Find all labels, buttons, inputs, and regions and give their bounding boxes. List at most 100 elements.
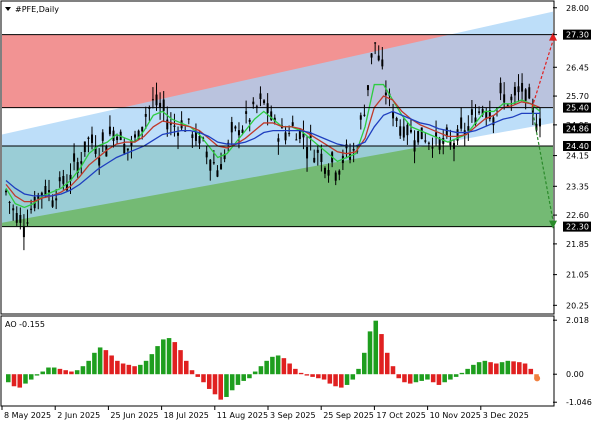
- x-tick-label: 3 Dec 2025: [483, 411, 529, 420]
- candle-body: [370, 53, 373, 58]
- ao-bar: [74, 370, 80, 375]
- candle-body: [499, 82, 502, 94]
- x-tick-label: 10 Nov 2025: [430, 411, 481, 420]
- candle-body: [108, 126, 111, 135]
- ao-bar: [373, 320, 379, 375]
- candle-body: [37, 194, 40, 199]
- candle-body: [169, 122, 172, 125]
- candle-body: [427, 142, 430, 144]
- candle-body: [159, 102, 162, 108]
- ma-line-2: [5, 110, 540, 197]
- candle-body: [277, 138, 280, 142]
- candle-body: [126, 148, 129, 151]
- candle-body: [528, 87, 531, 99]
- candle-body: [69, 174, 72, 181]
- candle-body: [237, 130, 240, 136]
- ao-bar: [453, 374, 459, 377]
- candle-body: [270, 111, 273, 120]
- candle-body: [521, 82, 524, 92]
- level-label-box: [563, 221, 591, 232]
- candle-body: [359, 115, 362, 120]
- dropdown-triangle-icon[interactable]: [5, 7, 11, 11]
- candle-body: [194, 131, 197, 141]
- candle-body: [539, 118, 541, 127]
- candle-body: [349, 154, 352, 160]
- candle-body: [399, 126, 402, 136]
- ao-bar: [161, 339, 166, 375]
- ao-bar: [264, 360, 269, 375]
- ao-bar: [396, 374, 401, 379]
- ao-bar: [448, 374, 453, 380]
- ao-bar: [166, 338, 172, 375]
- candle-body: [449, 140, 452, 146]
- x-tick-label: 25 Jun 2025: [110, 411, 158, 420]
- ao-bar: [522, 363, 528, 375]
- candle-body: [366, 85, 369, 91]
- candle-body: [241, 129, 244, 134]
- x-tick-label: 18 Jul 2025: [164, 411, 209, 420]
- candle-body: [481, 109, 484, 115]
- ao-tick-label: 0.00: [566, 370, 584, 379]
- x-tick-label: 17 Oct 2025: [376, 411, 425, 420]
- candle-body: [302, 133, 305, 138]
- ao-bar: [281, 358, 287, 375]
- ao-bar: [287, 363, 292, 375]
- candle-body: [58, 177, 61, 182]
- ao-bar: [241, 374, 246, 381]
- main-panel-frame: [0, 0, 555, 315]
- ma-line-0: [5, 83, 541, 209]
- candle-body: [252, 101, 255, 105]
- ao-bar: [155, 346, 160, 375]
- ao-bar: [419, 374, 424, 381]
- candle-body: [205, 151, 208, 158]
- ao-bar: [270, 356, 275, 375]
- candle-body: [510, 96, 513, 101]
- ao-bar: [413, 374, 419, 383]
- candle-body: [374, 42, 377, 44]
- candle-body: [227, 142, 230, 144]
- ao-bar: [184, 360, 189, 375]
- candle-body: [5, 190, 7, 193]
- ao-bar: [51, 367, 57, 375]
- ao-bar: [379, 334, 384, 375]
- projection-arrows: [531, 32, 557, 229]
- ao-bar: [258, 366, 264, 375]
- level-label-box: [563, 140, 591, 151]
- x-axis-ticks: 8 May 2025 2 Jun 2025 25 Jun 2025 18 Jul 20…: [1, 406, 529, 420]
- y-tick-label: 23.35: [566, 182, 589, 191]
- ao-bar: [212, 374, 218, 395]
- level-label-1: 25.40: [566, 104, 589, 113]
- ao-bar: [126, 364, 132, 375]
- candle-body: [420, 127, 423, 140]
- candle-body: [313, 157, 316, 163]
- candle-body: [513, 86, 516, 96]
- ao-histogram: [6, 320, 541, 400]
- ao-bar: [339, 374, 344, 388]
- candle-body: [173, 125, 176, 127]
- ao-bar: [201, 374, 206, 383]
- candle-body: [295, 139, 298, 141]
- candle-body: [212, 162, 215, 164]
- ao-bar: [109, 355, 114, 375]
- x-tick-label: 8 May 2025: [4, 411, 51, 420]
- y-tick-label: 28.00: [566, 4, 589, 13]
- ao-bar: [86, 360, 91, 375]
- x-tick-label: 2 Jun 2025: [57, 411, 100, 420]
- candle-body: [220, 164, 223, 170]
- ao-bar: [195, 374, 201, 377]
- ao-tick-label: -1.046: [566, 398, 592, 407]
- ao-bar: [115, 360, 120, 375]
- candle-body: [15, 213, 18, 223]
- ao-bar: [517, 362, 522, 375]
- candle-body: [112, 130, 115, 141]
- ao-bar: [143, 360, 149, 375]
- ao-bar: [178, 350, 183, 375]
- candle-body: [87, 137, 90, 140]
- ao-bar: [471, 364, 476, 375]
- moving-averages: [5, 83, 541, 209]
- ao-bar: [247, 374, 252, 379]
- ao-bar: [120, 363, 126, 375]
- ao-panel-frame: [0, 315, 555, 407]
- up-projection: [531, 40, 554, 108]
- ao-bar: [430, 374, 436, 383]
